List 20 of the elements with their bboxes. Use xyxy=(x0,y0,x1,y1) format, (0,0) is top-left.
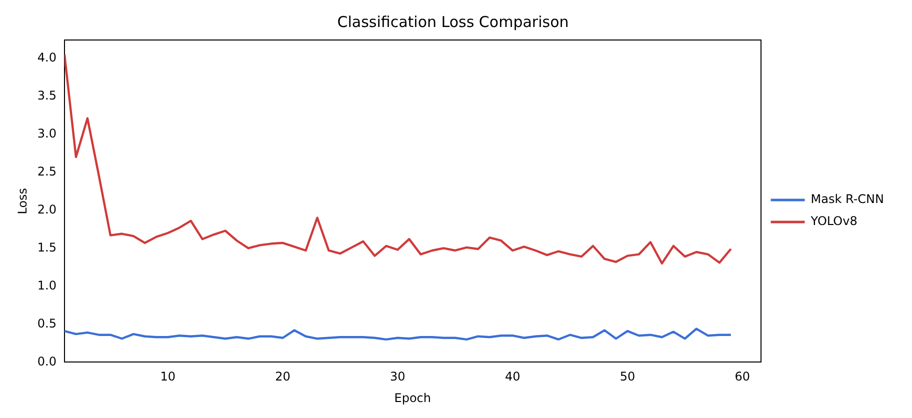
x-tick-label: 40 xyxy=(504,370,520,384)
y-tick-label: 2.5 xyxy=(37,164,56,178)
x-tick-label: 30 xyxy=(390,370,406,384)
y-tick-label: 1.0 xyxy=(37,278,56,292)
x-tick-label: 50 xyxy=(620,370,636,384)
y-tick-label: 3.0 xyxy=(37,126,56,140)
x-tick-label: 60 xyxy=(734,370,750,384)
chart-title: Classification Loss Comparison xyxy=(337,12,569,31)
legend-label: Mask R-CNN xyxy=(810,192,884,206)
legend-label: YOLOv8 xyxy=(810,214,858,228)
x-tick-label: 10 xyxy=(160,370,176,384)
y-tick-label: 4.0 xyxy=(37,50,56,64)
y-tick-label: 1.5 xyxy=(37,240,56,254)
y-tick-label: 0.5 xyxy=(37,316,56,330)
x-axis-title: Epoch xyxy=(394,390,431,405)
y-axis-title: Loss xyxy=(15,188,30,214)
x-tick-label: 20 xyxy=(275,370,290,384)
y-tick-label: 2.0 xyxy=(37,202,56,216)
y-tick-label: 3.5 xyxy=(37,88,56,102)
y-tick-label: 0.0 xyxy=(37,354,56,368)
